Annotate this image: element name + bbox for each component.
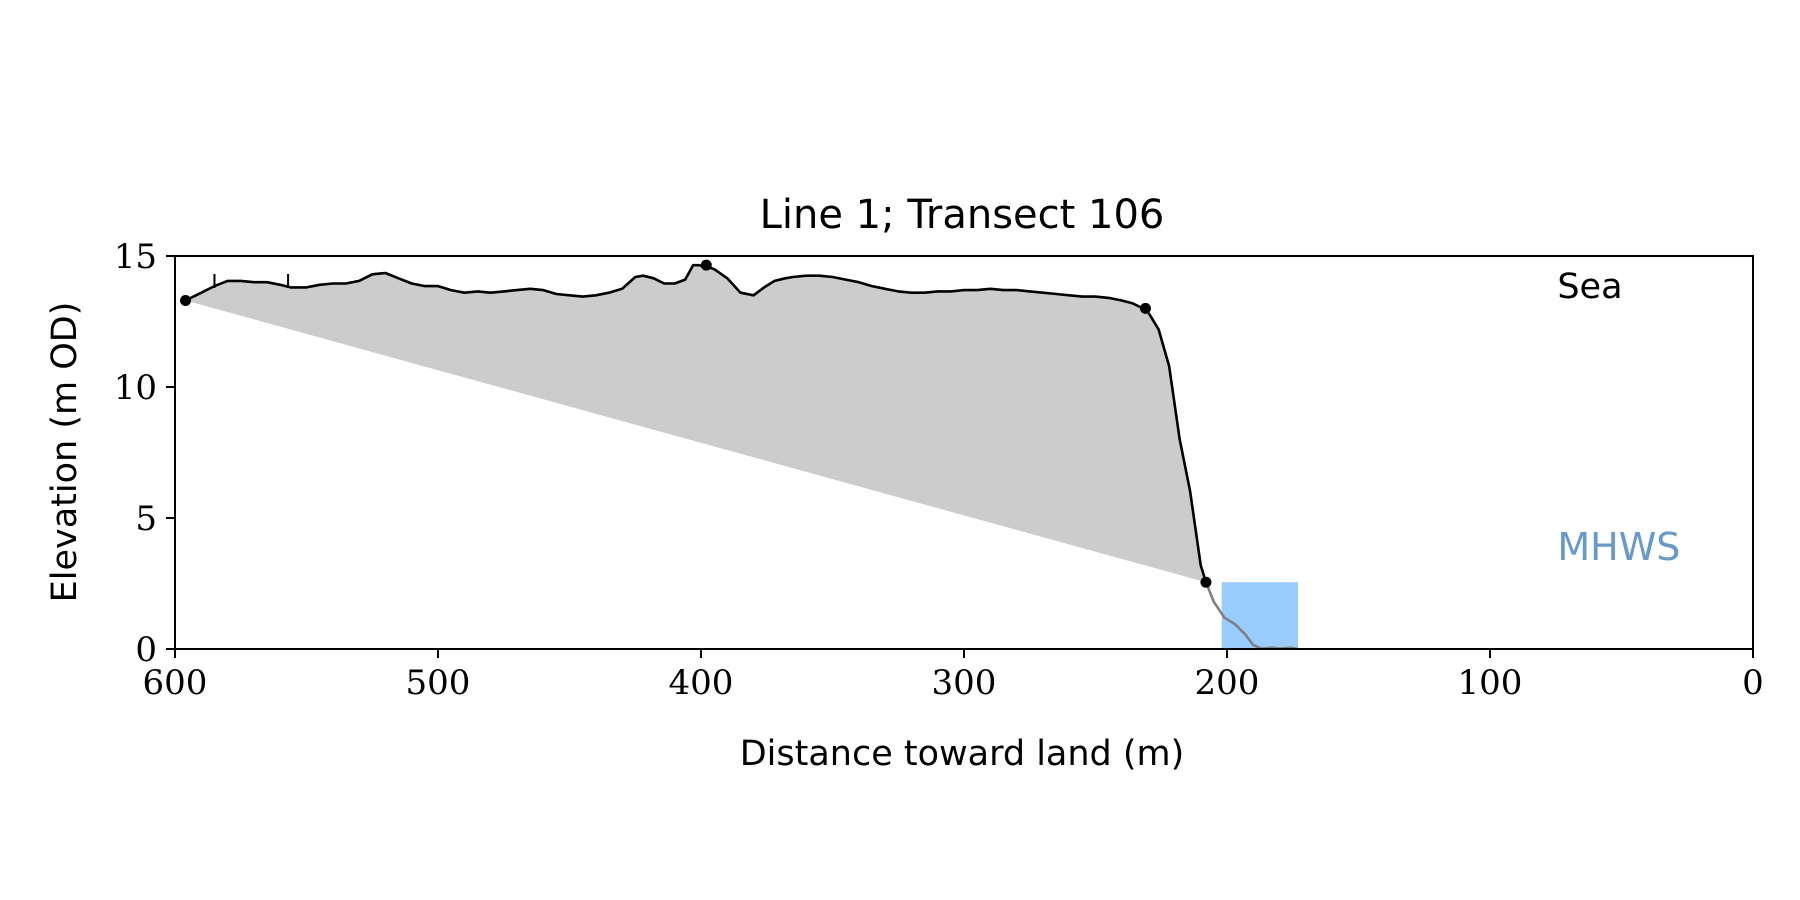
x-tick-label: 600 bbox=[143, 663, 208, 703]
x-axis: 600 500 400 300 200 100 0 bbox=[143, 649, 1764, 703]
fill-area bbox=[185, 265, 1206, 583]
x-tick-label: 500 bbox=[406, 663, 471, 703]
profile-marker bbox=[180, 295, 192, 307]
y-axis-label: Elevation (m OD) bbox=[45, 302, 85, 603]
x-tick-label: 100 bbox=[1458, 663, 1523, 703]
fill-layer bbox=[185, 265, 1206, 583]
plot-area: Sea MHWS bbox=[174, 255, 1754, 651]
x-tick-label: 0 bbox=[1742, 663, 1764, 703]
chart-title: Line 1; Transect 106 bbox=[760, 192, 1165, 238]
y-tick-label: 15 bbox=[114, 237, 157, 277]
mhws-label: MHWS bbox=[1557, 525, 1680, 569]
x-tick-label: 400 bbox=[669, 663, 734, 703]
y-tick-label: 5 bbox=[135, 499, 157, 539]
x-tick-label: 200 bbox=[1195, 663, 1260, 703]
y-tick-label: 10 bbox=[114, 368, 157, 408]
y-axis: 0 5 10 15 bbox=[114, 237, 175, 670]
profile-marker bbox=[1139, 302, 1151, 314]
annotation-layer: Sea MHWS bbox=[1557, 267, 1680, 569]
profile-marker bbox=[1200, 576, 1212, 588]
profile-marker bbox=[700, 259, 712, 271]
marker-layer bbox=[180, 259, 1212, 588]
water-layer bbox=[1221, 582, 1299, 649]
water-box bbox=[1221, 582, 1299, 649]
x-axis-label: Distance toward land (m) bbox=[740, 734, 1185, 774]
y-tick-label: 0 bbox=[135, 630, 157, 670]
x-tick-label: 300 bbox=[932, 663, 997, 703]
sea-label: Sea bbox=[1557, 267, 1622, 307]
